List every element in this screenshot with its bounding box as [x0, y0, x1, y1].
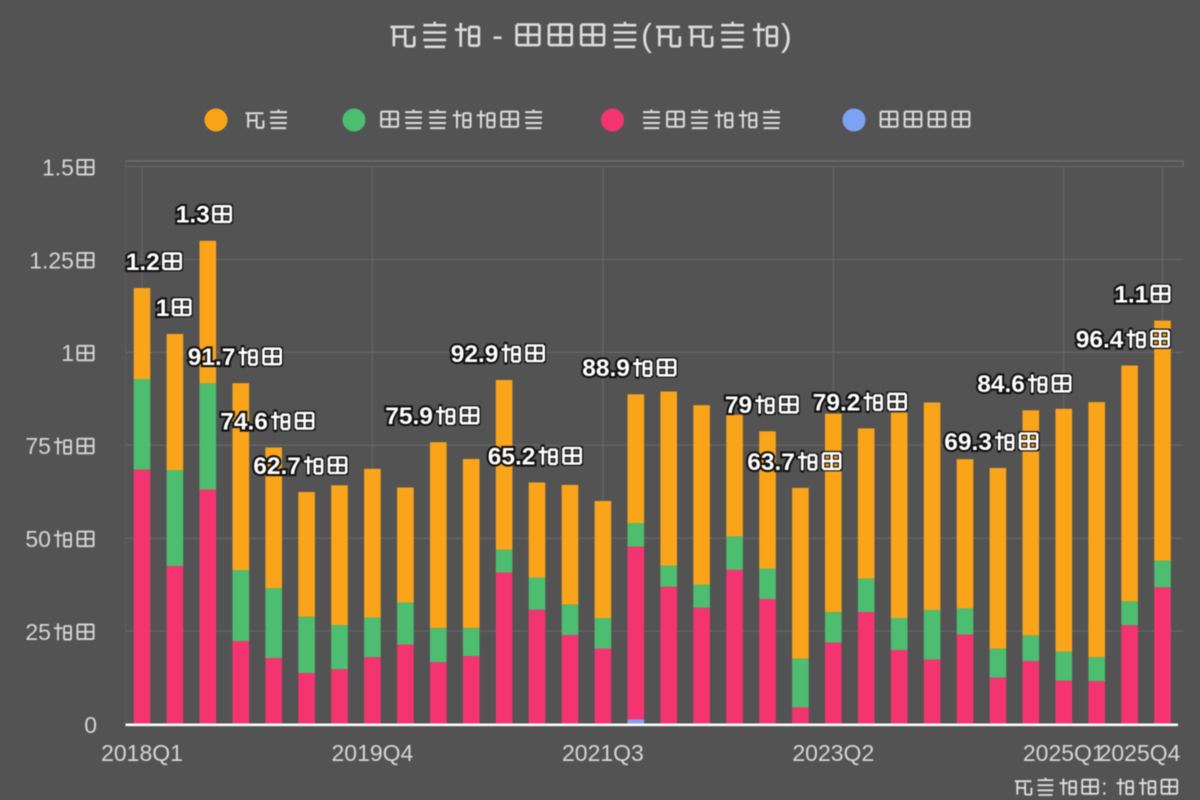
svg-text:79.2: 79.2 — [813, 389, 861, 416]
svg-text:25: 25 — [25, 619, 51, 645]
svg-text:63.7: 63.7 — [747, 449, 795, 476]
svg-text:96.4: 96.4 — [1076, 326, 1124, 353]
svg-text:1.25: 1.25 — [29, 247, 74, 273]
svg-text:0: 0 — [84, 712, 97, 738]
svg-text:88.9: 88.9 — [582, 355, 630, 382]
svg-text:75: 75 — [25, 433, 51, 459]
svg-text:2025Q4: 2025Q4 — [1099, 740, 1181, 766]
svg-text:84.6: 84.6 — [977, 371, 1025, 398]
svg-text:2025Q1: 2025Q1 — [1023, 740, 1105, 766]
svg-text:1: 1 — [156, 295, 170, 322]
svg-text:2019Q4: 2019Q4 — [332, 740, 414, 766]
svg-text:75.9: 75.9 — [385, 403, 433, 430]
svg-text:91.7: 91.7 — [188, 344, 236, 371]
svg-text:92.9: 92.9 — [451, 341, 499, 368]
svg-text:1.3: 1.3 — [176, 202, 210, 229]
svg-text:74.6: 74.6 — [220, 408, 268, 435]
svg-text:2018Q1: 2018Q1 — [101, 740, 183, 766]
svg-text::: : — [1101, 775, 1113, 800]
svg-text:1: 1 — [61, 340, 74, 366]
svg-text:2021Q3: 2021Q3 — [562, 740, 644, 766]
svg-text:-: - — [483, 17, 512, 53]
svg-text:69.3: 69.3 — [944, 429, 992, 456]
svg-text:65.2: 65.2 — [488, 443, 536, 470]
svg-text:1.1: 1.1 — [1114, 282, 1148, 309]
svg-text:50: 50 — [25, 526, 51, 552]
svg-text:): ) — [781, 17, 792, 53]
svg-text:1.2: 1.2 — [126, 249, 160, 276]
svg-text:(: ( — [641, 17, 652, 53]
svg-text:2023Q2: 2023Q2 — [792, 740, 874, 766]
svg-text:62.7: 62.7 — [253, 453, 301, 480]
svg-text:79: 79 — [725, 392, 752, 419]
svg-text:1.5: 1.5 — [42, 154, 74, 180]
